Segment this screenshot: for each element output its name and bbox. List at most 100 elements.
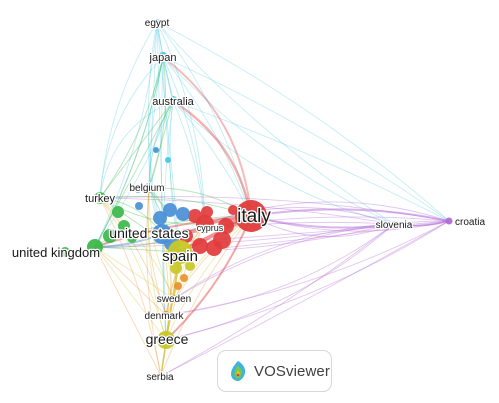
link-slovenia-italy [250,215,395,238]
label-spain[interactable]: spain [161,247,199,267]
link-greece-united-kingdom [94,246,167,341]
link-egypt-slovenia [156,21,395,225]
unlabeled-node[interactable] [185,261,195,271]
link-egypt-croatia [156,21,450,222]
link-sweden-belgium [148,187,175,300]
node-japan[interactable] [158,52,168,62]
link-denmark-turkey [99,197,167,316]
unlabeled-node[interactable] [135,202,143,210]
unlabeled-node[interactable] [135,187,141,193]
unlabeled-node[interactable] [180,274,188,282]
unlabeled-node[interactable] [174,282,182,290]
unlabeled-node[interactable] [170,262,182,274]
label-united-states[interactable]: united states [108,224,190,243]
label-cyprus[interactable]: cyprus [195,222,225,235]
node-italy[interactable] [235,200,267,232]
link-italy-japan [162,56,252,217]
label-italy[interactable]: italy [236,205,273,229]
label-denmark[interactable]: denmark [143,310,186,324]
link-slovenia-serbia [160,223,395,377]
node-greece[interactable] [157,331,175,349]
link-japan-spain [162,56,181,253]
link-italy-croatia [250,208,450,222]
link-denmark-united-kingdom [94,246,167,316]
unlabeled-node[interactable] [112,206,124,218]
node-denmark[interactable] [162,311,170,319]
label-belgium[interactable]: belgium [128,182,166,196]
link-australia-belgium [148,100,174,189]
unlabeled-node[interactable] [127,233,137,243]
link-egypt-turkey [99,21,158,199]
link-egypt-greece [156,21,167,341]
unlabeled-node[interactable] [60,247,70,257]
link-egypt-italy [156,21,252,217]
link-australia-turkey [99,100,174,199]
node-cyprus[interactable] [196,215,214,233]
node-belgium[interactable] [144,183,154,193]
label-serbia[interactable]: serbia [145,371,175,385]
unlabeled-node[interactable] [153,211,167,225]
link-croatia-sweden [173,220,450,300]
unlabeled-node[interactable] [218,218,234,234]
link-united-kingdom-cyprus [94,223,206,248]
link-egypt-united-states [147,21,163,235]
unlabeled-node[interactable] [206,240,222,256]
link-slovenia-greece [165,223,395,341]
label-united-kingdom[interactable]: united kingdom [11,244,102,262]
node-united-states[interactable] [152,224,172,244]
link-slovenia-croatia [393,220,450,227]
link-turkey-cyprus [99,197,206,225]
label-egypt[interactable]: egypt [143,17,170,31]
unlabeled-node[interactable] [192,238,208,254]
label-sweden[interactable]: sweden [155,293,192,307]
label-turkey[interactable]: turkey [84,192,117,207]
link-japan-italy [162,56,252,217]
link-croatia-greece [165,220,450,341]
label-slovenia[interactable]: slovenia [374,219,414,233]
unlabeled-node[interactable] [176,207,190,221]
link-egypt-spain [156,21,181,253]
node-labels: united kingdom turkey belgium united states… [11,17,487,385]
node-turkey[interactable] [94,192,106,204]
unlabeled-nodes [60,147,238,290]
label-croatia[interactable]: croatia [454,216,487,230]
link-japan-cyprus [162,56,206,225]
label-japan[interactable]: japan [147,51,178,66]
link-japan-croatia [162,56,450,222]
link-egypt-cyprus [156,21,206,225]
link-greece-turkey [99,197,167,341]
link-japan-belgium [148,56,164,189]
node-egypt[interactable] [154,19,160,25]
link-united-kingdom-japan [94,56,164,248]
link-serbia-united-kingdom [94,246,162,377]
link-japan-turkey [99,56,164,199]
node-spain[interactable] [168,240,192,264]
link-japan-united-kingdom [94,56,164,248]
label-australia[interactable]: australia [151,95,196,110]
node-serbia[interactable] [157,372,165,380]
unlabeled-node[interactable] [201,206,213,218]
link-croatia-serbia [160,220,450,377]
node-croatia[interactable] [445,217,453,225]
node-australia[interactable] [168,96,178,106]
unlabeled-node[interactable] [165,157,171,163]
unlabeled-node[interactable] [153,147,159,153]
link-italy-greece [165,215,252,341]
link-belgium-australia [148,100,174,189]
link-australia-slovenia [172,100,395,225]
link-australia-croatia [172,100,450,222]
link-serbia-italy [160,215,252,377]
unlabeled-node[interactable] [118,220,130,232]
link-turkey-japan [99,56,164,199]
node-slovenia[interactable] [391,221,397,227]
unlabeled-node[interactable] [103,229,117,243]
node-sweden[interactable] [170,295,178,303]
unlabeled-node[interactable] [179,229,193,243]
label-greece[interactable]: greece [144,330,190,349]
node-united-kingdom[interactable] [87,239,103,255]
link-egypt-united-kingdom [94,21,158,248]
unlabeled-node[interactable] [163,203,177,217]
link-japan-slovenia [162,56,395,225]
